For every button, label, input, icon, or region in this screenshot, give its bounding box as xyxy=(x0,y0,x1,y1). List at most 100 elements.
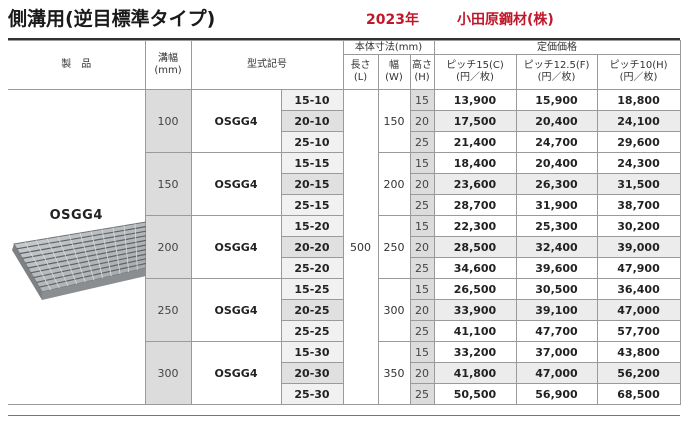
price-pitch-12-5: 47,000 xyxy=(515,362,598,384)
model-code: OSGG4 xyxy=(190,152,282,216)
size-code: 25-25 xyxy=(280,320,344,342)
height-value: 15 xyxy=(409,215,435,237)
price-pitch-12-5: 56,900 xyxy=(515,383,598,405)
table-row: 25-30 25 50,500 56,900 68,500 xyxy=(8,383,681,405)
price-pitch-10: 57,700 xyxy=(596,320,681,342)
size-code: 25-30 xyxy=(280,383,344,405)
price-pitch-12-5: 39,100 xyxy=(515,299,598,321)
price-pitch-15: 50,500 xyxy=(433,383,517,405)
breadth-value: 300 xyxy=(377,278,411,342)
model-code: OSGG4 xyxy=(190,215,282,279)
price-pitch-12-5: 47,700 xyxy=(515,320,598,342)
size-code: 25-10 xyxy=(280,131,344,153)
price-pitch-15: 18,400 xyxy=(433,152,517,174)
height-value: 25 xyxy=(409,194,435,216)
price-pitch-15: 21,400 xyxy=(433,131,517,153)
price-pitch-12-5: 20,400 xyxy=(515,152,598,174)
size-code: 20-15 xyxy=(280,173,344,195)
price-pitch-12-5: 24,700 xyxy=(515,131,598,153)
table-body: OSGG4 100 OSGG4 15-10 500 150 15 13,900 15,900 18… xyxy=(8,89,681,405)
height-value: 20 xyxy=(409,173,435,195)
size-code: 15-25 xyxy=(280,278,344,300)
size-code: 20-10 xyxy=(280,110,344,132)
title-rule xyxy=(8,38,680,40)
table-row: 250 OSGG4 15-25 300 15 26,500 30,500 36,400 xyxy=(8,278,681,342)
height-value: 20 xyxy=(409,236,435,258)
col-dims-group: 本体寸法(mm) xyxy=(342,40,435,55)
price-pitch-10: 18,800 xyxy=(596,89,681,111)
table-row: 25-25 25 41,100 47,700 57,700 xyxy=(8,320,681,342)
col-pitch-12-5-unit: (円／枚) xyxy=(537,72,576,83)
manufacturer-name: 小田原鋼材(株) xyxy=(457,12,554,28)
col-pitch-15: ピッチ15(C) (円／枚) xyxy=(433,54,517,90)
height-value: 25 xyxy=(409,131,435,153)
table-row: 20-30 20 41,800 47,000 56,200 xyxy=(8,362,681,384)
price-pitch-10: 47,000 xyxy=(596,299,681,321)
col-width-label: 溝幅 xyxy=(158,53,178,64)
price-pitch-12-5: 20,400 xyxy=(515,110,598,132)
price-year: 2023年 xyxy=(366,12,419,28)
price-pitch-15: 23,600 xyxy=(433,173,517,195)
price-pitch-15: 28,500 xyxy=(433,236,517,258)
price-pitch-10: 68,500 xyxy=(596,383,681,405)
col-height-label: 高さ xyxy=(412,60,432,71)
price-pitch-12-5: 15,900 xyxy=(515,89,598,111)
height-value: 25 xyxy=(409,383,435,405)
price-pitch-12-5: 39,600 xyxy=(515,257,598,279)
table-row: 20-10 20 17,500 20,400 24,100 xyxy=(8,110,681,132)
height-value: 15 xyxy=(409,341,435,363)
col-pitch-15-unit: (円／枚) xyxy=(456,72,494,83)
model-code: OSGG4 xyxy=(190,89,282,153)
trench-width: 250 xyxy=(144,278,192,342)
price-pitch-10: 24,300 xyxy=(596,152,681,174)
col-product: 製 品 xyxy=(8,40,146,90)
col-pitch-10: ピッチ10(H) (円／枚) xyxy=(596,54,681,90)
price-pitch-12-5: 31,900 xyxy=(515,194,598,216)
height-value: 20 xyxy=(409,299,435,321)
price-pitch-15: 33,900 xyxy=(433,299,517,321)
price-pitch-15: 22,300 xyxy=(433,215,517,237)
size-code: 25-15 xyxy=(280,194,344,216)
col-model: 型式記号 xyxy=(190,40,344,90)
price-pitch-15: 26,500 xyxy=(433,278,517,300)
model-code: OSGG4 xyxy=(190,341,282,405)
col-length: 長さ (L) xyxy=(342,54,379,90)
height-value: 15 xyxy=(409,89,435,111)
height-value: 15 xyxy=(409,152,435,174)
price-pitch-10: 47,900 xyxy=(596,257,681,279)
size-code: 20-20 xyxy=(280,236,344,258)
breadth-value: 150 xyxy=(377,89,411,153)
price-pitch-10: 38,700 xyxy=(596,194,681,216)
size-code: 15-10 xyxy=(280,89,344,111)
size-code: 15-20 xyxy=(280,215,344,237)
price-pitch-12-5: 25,300 xyxy=(515,215,598,237)
col-width: 溝幅 (mm) xyxy=(144,40,192,90)
trench-width: 200 xyxy=(144,215,192,279)
trench-width: 150 xyxy=(144,152,192,216)
price-pitch-10: 24,100 xyxy=(596,110,681,132)
size-code: 20-25 xyxy=(280,299,344,321)
price-pitch-15: 33,200 xyxy=(433,341,517,363)
col-breadth: 幅 (W) xyxy=(377,54,411,90)
col-breadth-label: 幅 xyxy=(389,60,399,71)
model-code: OSGG4 xyxy=(190,278,282,342)
height-value: 25 xyxy=(409,320,435,342)
grating-product-icon xyxy=(12,221,146,300)
page-title: 側溝用(逆目標準タイプ) xyxy=(8,8,216,30)
col-breadth-unit: (W) xyxy=(385,72,403,83)
trench-width: 100 xyxy=(144,89,192,153)
price-pitch-12-5: 32,400 xyxy=(515,236,598,258)
size-code: 20-30 xyxy=(280,362,344,384)
price-pitch-12-5: 37,000 xyxy=(515,341,598,363)
breadth-value: 350 xyxy=(377,341,411,405)
height-value: 25 xyxy=(409,257,435,279)
price-pitch-10: 56,200 xyxy=(596,362,681,384)
size-code: 15-15 xyxy=(280,152,344,174)
table-row: 200 OSGG4 15-20 250 15 22,300 25,300 30,200 xyxy=(8,215,681,279)
length-value: 500 xyxy=(342,89,379,405)
price-pitch-10: 36,400 xyxy=(596,278,681,300)
col-pitch-15-label: ピッチ15(C) xyxy=(446,60,504,71)
height-value: 20 xyxy=(409,110,435,132)
bottom-rule xyxy=(8,415,680,416)
price-pitch-10: 39,000 xyxy=(596,236,681,258)
